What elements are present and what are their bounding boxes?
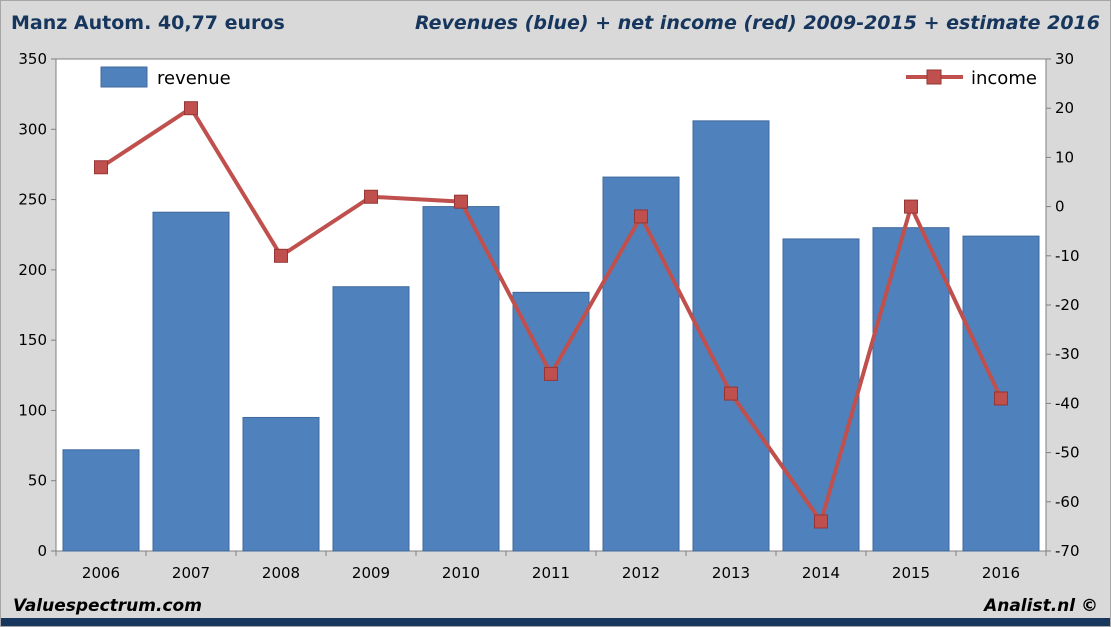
income-marker-2015 bbox=[904, 199, 918, 214]
income-marker-2009 bbox=[364, 189, 378, 204]
revenue-bar-2015 bbox=[872, 227, 950, 552]
revenue-bar-2011 bbox=[512, 291, 590, 552]
chart-subtitle: Revenues (blue) + net income (red) 2009-… bbox=[414, 12, 1100, 34]
revenue-bar-2012 bbox=[602, 176, 680, 552]
revenue-bar-2010 bbox=[422, 206, 500, 552]
legend-income-marker bbox=[926, 69, 942, 85]
x-axis-label: 2009 bbox=[352, 564, 390, 582]
income-marker-2011 bbox=[544, 366, 558, 381]
legend-revenue-label: revenue bbox=[157, 68, 231, 89]
chart-canvas: 050100150200250300350-70-60-50-40-30-20-… bbox=[18, 50, 1080, 582]
income-marker-2010 bbox=[454, 194, 468, 209]
income-marker-2008 bbox=[274, 248, 288, 263]
left-axis-label: 200 bbox=[18, 261, 47, 279]
income-marker-2006 bbox=[94, 160, 108, 175]
income-marker-2016 bbox=[994, 391, 1008, 406]
x-axis-label: 2010 bbox=[442, 564, 480, 582]
revenue-bar-2013 bbox=[692, 120, 770, 552]
footer-brand-right: Analist.nl © bbox=[984, 596, 1098, 616]
right-axis-label: 0 bbox=[1055, 198, 1065, 216]
revenue-bar-2014 bbox=[782, 238, 860, 552]
right-axis-label: -40 bbox=[1055, 394, 1080, 412]
income-marker-2007 bbox=[184, 101, 198, 116]
x-axis-label: 2012 bbox=[622, 564, 660, 582]
legend-revenue-swatch bbox=[100, 66, 148, 88]
right-axis-label: -60 bbox=[1055, 493, 1080, 511]
chart-footer: Valuespectrum.com Analist.nl © bbox=[1, 592, 1110, 620]
left-axis-label: 150 bbox=[18, 331, 47, 349]
bottom-strip bbox=[1, 618, 1110, 626]
right-axis-label: 30 bbox=[1055, 50, 1074, 68]
revenue-bar-2008 bbox=[242, 416, 320, 552]
right-axis-label: -20 bbox=[1055, 296, 1080, 314]
left-axis-label: 350 bbox=[18, 50, 47, 68]
right-axis-label: 10 bbox=[1055, 148, 1074, 166]
right-axis-label: -30 bbox=[1055, 345, 1080, 363]
x-axis-label: 2006 bbox=[82, 564, 120, 582]
chart-header: Manz Autom. 40,77 euros Revenues (blue) … bbox=[1, 1, 1110, 45]
income-marker-2014 bbox=[814, 514, 828, 529]
x-axis-label: 2007 bbox=[172, 564, 210, 582]
x-axis-label: 2015 bbox=[892, 564, 930, 582]
income-marker-2013 bbox=[724, 386, 738, 401]
right-axis-label: -10 bbox=[1055, 247, 1080, 265]
revenue-bar-2007 bbox=[152, 211, 230, 552]
revenue-bar-2006 bbox=[62, 449, 140, 552]
page-title: Manz Autom. 40,77 euros bbox=[11, 12, 285, 34]
legend-income-label: income bbox=[971, 68, 1037, 89]
x-axis-label: 2016 bbox=[982, 564, 1020, 582]
right-axis-label: 20 bbox=[1055, 99, 1074, 117]
x-axis-label: 2011 bbox=[532, 564, 570, 582]
x-axis-label: 2013 bbox=[712, 564, 750, 582]
x-axis-label: 2014 bbox=[802, 564, 840, 582]
left-axis-label: 300 bbox=[18, 120, 47, 138]
income-marker-2012 bbox=[634, 209, 648, 224]
revenue-bar-2009 bbox=[332, 286, 410, 552]
right-axis-label: -50 bbox=[1055, 444, 1080, 462]
left-axis-label: 250 bbox=[18, 191, 47, 209]
left-axis-label: 100 bbox=[18, 401, 47, 419]
left-axis-label: 0 bbox=[37, 542, 47, 560]
left-axis-label: 50 bbox=[28, 472, 47, 490]
x-axis-label: 2008 bbox=[262, 564, 300, 582]
footer-brand-left: Valuespectrum.com bbox=[13, 596, 202, 616]
right-axis-label: -70 bbox=[1055, 542, 1080, 560]
